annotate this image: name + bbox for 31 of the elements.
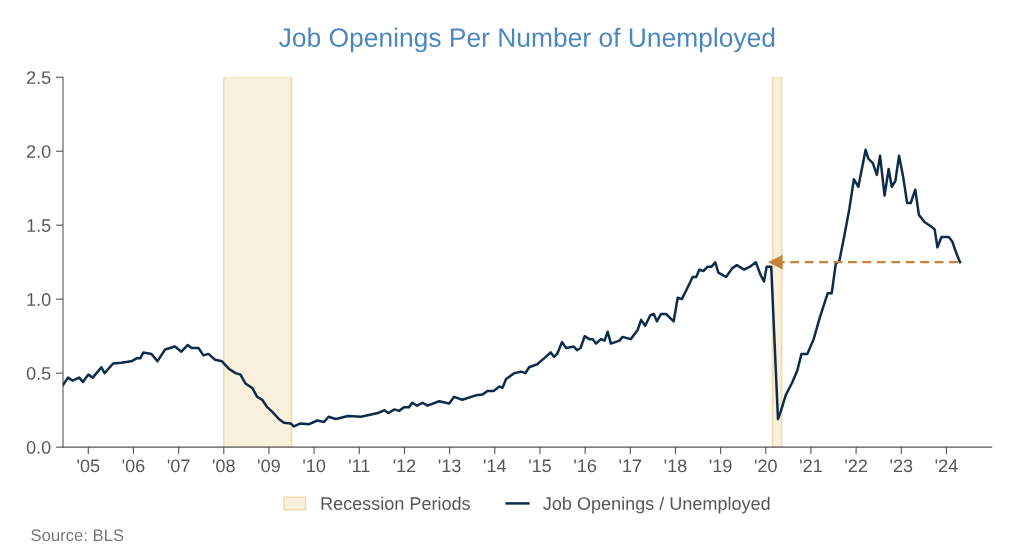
x-tick-label: '17: [619, 459, 642, 473]
chart-title: Job Openings Per Number of Unemployed: [279, 27, 775, 53]
x-tick-label: '24: [935, 459, 958, 473]
x-tick-label: '08: [212, 459, 235, 473]
x-tick-label: '13: [438, 459, 461, 473]
y-tick-label: 0.5: [26, 367, 51, 380]
x-tick-label: '18: [664, 459, 687, 473]
source-note: Source: BLS: [31, 529, 124, 542]
y-tick-label: 1.5: [27, 219, 51, 232]
y-tick-label: 2.0: [27, 145, 51, 158]
x-tick-label: '20: [754, 459, 777, 473]
x-tick-label: '11: [349, 459, 370, 473]
y-tick-label: 0.0: [26, 441, 51, 454]
x-tick-label: '14: [483, 459, 507, 473]
x-tick-label: '15: [529, 459, 551, 473]
x-tick-label: '05: [77, 459, 100, 473]
y-tick-label: 1.0: [27, 293, 51, 306]
x-tick-label: '10: [303, 459, 326, 473]
x-tick-label: '16: [574, 459, 597, 473]
legend-label: Recession Periods: [321, 496, 470, 510]
legend-label: Job Openings / Unemployed: [543, 496, 770, 514]
x-tick-label: '12: [393, 459, 416, 473]
x-tick-label: '21: [800, 459, 822, 473]
x-tick-label: '09: [258, 459, 280, 473]
x-tick-label: '06: [122, 459, 145, 473]
x-tick-label: '22: [845, 459, 867, 473]
x-tick-label: '07: [167, 459, 190, 473]
y-tick-label: 2.5: [27, 71, 51, 84]
line-series: [62, 148, 962, 428]
x-tick-label: '23: [890, 459, 913, 473]
x-tick-label: '19: [709, 459, 732, 473]
